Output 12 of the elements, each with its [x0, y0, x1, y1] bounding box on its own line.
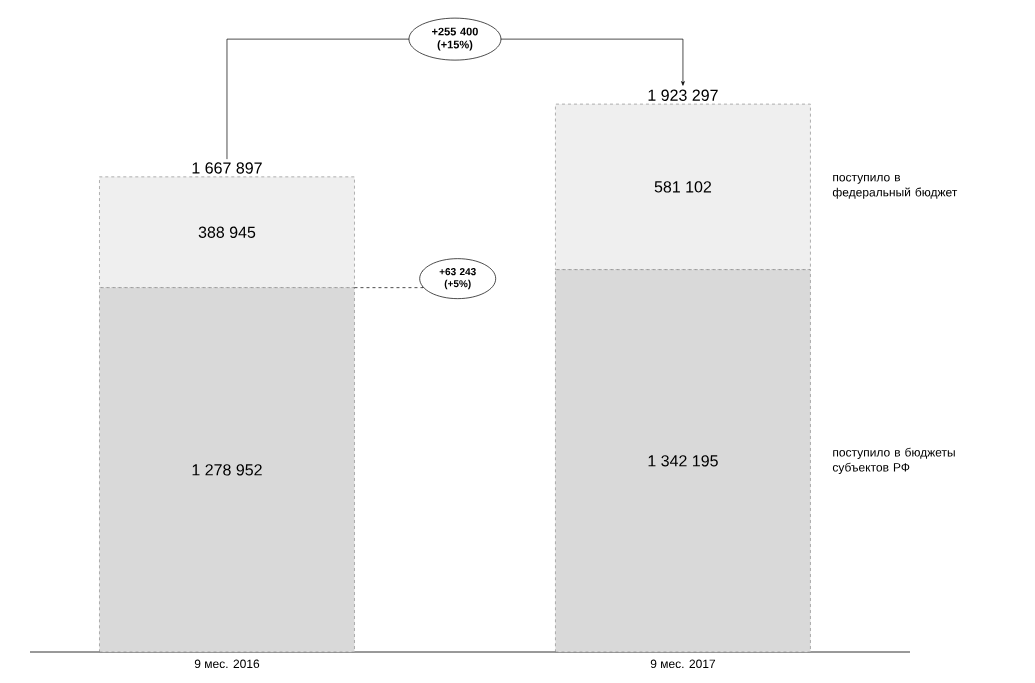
series-label: поступило в федеральный бюджет: [832, 174, 958, 199]
data-label: 1 342 195: [648, 455, 718, 467]
total-label: 1 923 297: [648, 89, 718, 101]
data-label: 581 102: [654, 181, 712, 193]
text: +255 400 (+15%): [432, 27, 478, 51]
total-label: 1 667 897: [192, 162, 262, 174]
series-label: поступило в бюджеты субъектов РФ: [832, 447, 955, 474]
data-label: 1 278 952: [192, 464, 262, 476]
data-label: 388 945: [198, 226, 256, 238]
x-tick-label: 9 мес. 2016: [194, 659, 260, 669]
annotation: +63 243 (+5%): [439, 268, 476, 290]
x-tick-label: 9 мес. 2017: [650, 659, 716, 669]
